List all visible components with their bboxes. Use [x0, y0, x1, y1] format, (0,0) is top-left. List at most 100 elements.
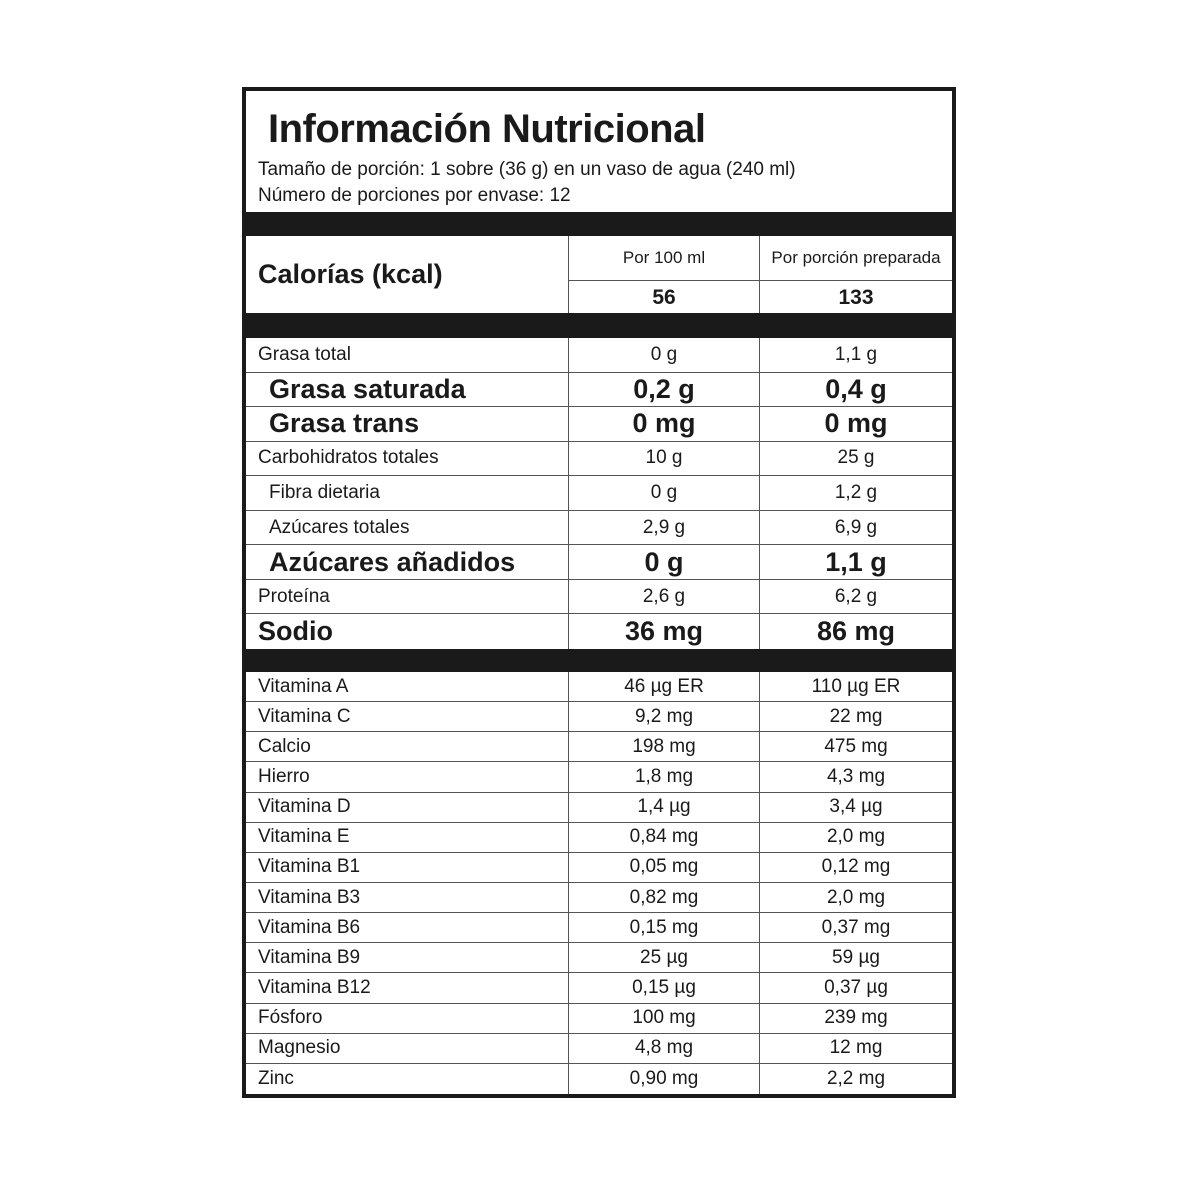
calories-section: Calorías (kcal) Por 100 ml 56 Por porció…: [246, 236, 952, 313]
value-per-serving: 110 µg ER: [759, 672, 952, 702]
value-per-100ml: 0,15 mg: [568, 913, 759, 943]
value-per-100ml: 198 mg: [568, 732, 759, 762]
table-row: Carbohidratos totales 10 g 25 g: [246, 441, 952, 477]
col-header-per-serving: Por porción preparada: [760, 236, 952, 281]
nutrient-name: Calcio: [258, 735, 311, 757]
serving-size: Tamaño de porción: 1 sobre (36 g) en un …: [258, 159, 796, 180]
nutrient-name: Vitamina A: [258, 675, 349, 697]
table-row: Vitamina B6 0,15 mg 0,37 mg: [246, 913, 952, 944]
divider-bar: [246, 313, 952, 338]
nutrient-name: Azúcares totales: [269, 516, 410, 538]
nutrient-name: Proteína: [258, 585, 330, 607]
nutrient-name: Grasa trans: [269, 408, 420, 439]
value-per-100ml: 0,05 mg: [568, 852, 759, 882]
value-per-100ml: 0,84 mg: [568, 822, 759, 852]
table-row: Proteína 2,6 g 6,2 g: [246, 579, 952, 615]
value-per-100ml: 4,8 mg: [568, 1033, 759, 1063]
value-per-serving: 0,4 g: [759, 372, 952, 407]
calories-per-100ml: 56: [652, 285, 676, 309]
table-row: Vitamina B12 0,15 µg 0,37 µg: [246, 973, 952, 1004]
nutrient-name: Vitamina E: [258, 826, 350, 848]
nutrient-name: Vitamina D: [258, 796, 351, 818]
value-per-100ml: 9,2 mg: [568, 702, 759, 732]
table-row: Vitamina B9 25 µg 59 µg: [246, 943, 952, 974]
calories-label: Calorías (kcal): [258, 259, 443, 289]
nutrient-name: Grasa total: [258, 343, 351, 365]
nutrient-name: Grasa saturada: [269, 373, 466, 404]
divider-bar: [246, 649, 952, 672]
table-row: Grasa saturada 0,2 g 0,4 g: [246, 372, 952, 408]
value-per-serving: 1,1 g: [759, 545, 952, 579]
value-per-serving: 239 mg: [759, 1003, 952, 1033]
table-row: Azúcares añadidos 0 g 1,1 g: [246, 545, 952, 580]
value-per-serving: 22 mg: [759, 702, 952, 732]
value-per-100ml: 100 mg: [568, 1003, 759, 1033]
nutrient-name: Vitamina B3: [258, 886, 361, 908]
value-per-100ml: 0 g: [568, 545, 759, 579]
nutrient-name: Carbohidratos totales: [258, 447, 439, 469]
value-per-serving: 1,2 g: [759, 476, 952, 510]
table-row: Sodio 36 mg 86 mg: [246, 614, 952, 649]
value-per-serving: 1,1 g: [759, 338, 952, 372]
label-title: Información Nutricional: [268, 107, 706, 151]
table-row: Magnesio 4,8 mg 12 mg: [246, 1033, 952, 1064]
table-row: Grasa total 0 g 1,1 g: [246, 338, 952, 373]
table-row: Vitamina B1 0,05 mg 0,12 mg: [246, 852, 952, 883]
nutrition-facts-label: Información Nutricional Tamaño de porció…: [242, 87, 956, 1098]
value-per-100ml: 1,8 mg: [568, 762, 759, 792]
table-row: Fibra dietaria 0 g 1,2 g: [246, 476, 952, 511]
value-per-serving: 86 mg: [759, 614, 952, 649]
value-per-100ml: 0,2 g: [568, 372, 759, 407]
value-per-serving: 6,2 g: [759, 579, 952, 614]
micronutrients-table: Vitamina A 46 µg ER 110 µg ER Vitamina C 9,2…: [246, 672, 952, 1094]
value-per-100ml: 2,6 g: [568, 579, 759, 614]
value-per-serving: 59 µg: [759, 943, 952, 973]
servings-per-container: Número de porciones por envase: 12: [258, 185, 571, 206]
nutrients-table: Grasa total 0 g 1,1 g Grasa saturada 0,2 g 0,…: [246, 338, 952, 649]
value-per-serving: 0 mg: [759, 407, 952, 441]
table-row: Vitamina E 0,84 mg 2,0 mg: [246, 822, 952, 853]
nutrient-name: Fósforo: [258, 1007, 323, 1029]
value-per-serving: 4,3 mg: [759, 762, 952, 792]
value-per-serving: 12 mg: [759, 1033, 952, 1063]
value-per-serving: 0,12 mg: [759, 852, 952, 882]
table-row: Hierro 1,8 mg 4,3 mg: [246, 762, 952, 793]
col-header-per-100ml: Por 100 ml: [569, 236, 759, 281]
table-row: Calcio 198 mg 475 mg: [246, 732, 952, 763]
nutrient-name: Zinc: [258, 1067, 294, 1089]
nutrient-name: Fibra dietaria: [269, 481, 380, 503]
table-row: Fósforo 100 mg 239 mg: [246, 1003, 952, 1034]
value-per-serving: 0,37 mg: [759, 913, 952, 943]
nutrient-name: Vitamina C: [258, 705, 351, 727]
table-row: Vitamina B3 0,82 mg 2,0 mg: [246, 883, 952, 914]
value-per-100ml: 10 g: [568, 441, 759, 476]
table-row: Vitamina C 9,2 mg 22 mg: [246, 702, 952, 733]
value-per-serving: 6,9 g: [759, 510, 952, 545]
value-per-serving: 2,0 mg: [759, 822, 952, 852]
value-per-100ml: 0,90 mg: [568, 1063, 759, 1094]
table-row: Vitamina A 46 µg ER 110 µg ER: [246, 672, 952, 703]
value-per-100ml: 25 µg: [568, 943, 759, 973]
nutrient-name: Hierro: [258, 765, 310, 787]
nutrient-name: Magnesio: [258, 1037, 341, 1059]
value-per-serving: 25 g: [759, 441, 952, 476]
value-per-100ml: 1,4 µg: [568, 792, 759, 822]
value-per-100ml: 0,82 mg: [568, 883, 759, 913]
value-per-100ml: 46 µg ER: [568, 672, 759, 702]
value-per-serving: 2,2 mg: [759, 1063, 952, 1094]
nutrient-name: Vitamina B1: [258, 856, 361, 878]
value-per-100ml: 36 mg: [568, 614, 759, 649]
nutrient-name: Sodio: [258, 616, 333, 647]
nutrient-name: Vitamina B9: [258, 946, 361, 968]
value-per-100ml: 0,15 µg: [568, 973, 759, 1003]
table-row: Azúcares totales 2,9 g 6,9 g: [246, 510, 952, 546]
nutrient-name: Azúcares añadidos: [269, 546, 516, 577]
value-per-100ml: 0 g: [568, 338, 759, 372]
table-row: Zinc 0,90 mg 2,2 mg: [246, 1063, 952, 1094]
table-row: Grasa trans 0 mg 0 mg: [246, 407, 952, 442]
nutrient-name: Vitamina B12: [258, 976, 371, 998]
value-per-100ml: 0 mg: [568, 407, 759, 441]
value-per-100ml: 0 g: [568, 476, 759, 510]
value-per-serving: 475 mg: [759, 732, 952, 762]
divider-bar: [246, 212, 952, 236]
